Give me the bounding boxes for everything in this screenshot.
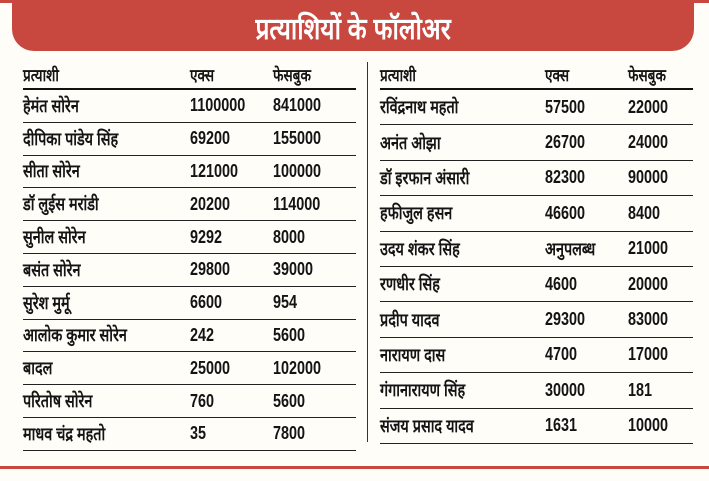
candidate-name: प्रदीप यादव (380, 309, 440, 330)
candidate-name: डॉ लुईस मरांडी (23, 194, 99, 215)
x-followers: 69200 (190, 128, 231, 149)
table-row: गंगानारायण सिंह 30000 181 (380, 373, 693, 409)
table-row: संजय प्रसाद यादव 1631 10000 (380, 409, 693, 444)
x-followers: अनुपलब्ध (545, 238, 596, 259)
column-divider (367, 62, 368, 442)
candidate-name: हेमंत सोरेन (23, 95, 79, 116)
x-followers: 1631 (545, 415, 578, 436)
facebook-followers: 114000 (273, 193, 321, 214)
facebook-followers: 954 (273, 292, 298, 313)
page-title: प्रत्याशियों के फॉलोअर (255, 12, 451, 46)
table-row: नारायण दास 4700 17000 (380, 338, 693, 374)
x-followers: 121000 (190, 160, 239, 181)
facebook-followers: 90000 (628, 167, 669, 188)
x-followers: 57500 (545, 96, 586, 117)
header-x: एक्स (190, 65, 215, 85)
x-followers: 82300 (545, 167, 586, 188)
candidate-name: सुनील सोरेन (23, 227, 86, 248)
header-candidate: प्रत्याशी (23, 65, 59, 85)
candidate-name: दीपिका पांडेय सिंह (23, 128, 119, 149)
candidate-name: गंगानारायण सिंह (380, 380, 466, 401)
x-followers: 46600 (545, 202, 586, 223)
x-followers: 35 (190, 423, 207, 444)
candidate-name: बादल (23, 358, 53, 379)
table-row: रविंद्रनाथ महतो 57500 22000 (380, 90, 693, 126)
facebook-followers: 7800 (273, 423, 306, 444)
facebook-followers: 155000 (273, 128, 322, 149)
facebook-followers: 39000 (273, 259, 314, 280)
facebook-followers: 8400 (628, 202, 661, 223)
facebook-followers: 17000 (628, 344, 669, 365)
facebook-followers: 8000 (273, 226, 306, 247)
facebook-followers: 841000 (273, 95, 322, 116)
table-row: सीता सोरेन 121000 100000 (23, 156, 356, 189)
candidate-name: उदय शंकर सिंह (380, 238, 460, 259)
table-row: हेमंत सोरेन 1100000 841000 (23, 90, 356, 123)
facebook-followers: 24000 (628, 132, 669, 153)
table-row: डॉ इरफान अंसारी 82300 90000 (380, 161, 693, 197)
facebook-followers: 83000 (628, 309, 669, 330)
table-header: प्रत्याशी एक्स फेसबुक (23, 60, 356, 90)
x-followers: 9292 (190, 226, 223, 247)
candidate-name: संजय प्रसाद यादव (380, 415, 474, 436)
table-header: प्रत्याशी एक्स फेसबुक (380, 60, 693, 90)
candidate-name: सुरेश मुर्मू (23, 292, 70, 313)
table-row: बसंत सोरेन 29800 39000 (23, 254, 356, 287)
x-followers: 30000 (545, 379, 586, 400)
facebook-followers: 5600 (273, 324, 306, 345)
table-row: माधव चंद्र महतो 35 7800 (23, 418, 356, 451)
bottom-rule (0, 466, 709, 469)
facebook-followers: 21000 (628, 238, 669, 259)
candidate-name: नारायण दास (380, 344, 446, 365)
x-followers: 29300 (545, 309, 586, 330)
facebook-followers: 181 (628, 379, 653, 400)
x-followers: 4600 (545, 273, 578, 294)
x-followers: 4700 (545, 344, 578, 365)
followers-table-left: प्रत्याशी एक्स फेसबुक हेमंत सोरेन 1100000… (23, 60, 356, 451)
x-followers: 6600 (190, 292, 223, 313)
candidate-name: डॉ इरफान अंसारी (380, 167, 470, 188)
facebook-followers: 5600 (273, 390, 306, 411)
header-facebook: फेसबुक (273, 65, 311, 85)
header-facebook: फेसबुक (628, 65, 666, 85)
table-row: प्रदीप यादव 29300 83000 (380, 302, 693, 338)
table-row: सुनील सोरेन 9292 8000 (23, 221, 356, 254)
header-candidate: प्रत्याशी (380, 65, 416, 85)
x-followers: 1100000 (190, 95, 246, 116)
candidate-name: रविंद्रनाथ महतो (380, 97, 459, 118)
table-row: डॉ लुईस मरांडी 20200 114000 (23, 188, 356, 222)
facebook-followers: 10000 (628, 415, 669, 436)
followers-table-right: प्रत्याशी एक्स फेसबुक रविंद्रनाथ महतो 575… (380, 60, 693, 444)
facebook-followers: 22000 (628, 96, 669, 117)
title-banner: प्रत्याशियों के फॉलोअर (12, 3, 694, 51)
table-row: उदय शंकर सिंह अनुपलब्ध 21000 (380, 232, 693, 267)
x-followers: 760 (190, 390, 215, 411)
table-row: आलोक कुमार सोरेन 242 5600 (23, 320, 356, 353)
header-x: एक्स (545, 65, 570, 85)
candidate-name: सीता सोरेन (23, 161, 80, 182)
x-followers: 29800 (190, 259, 231, 280)
table-row: अनंत ओझा 26700 24000 (380, 125, 693, 161)
candidate-name: हफीजुल हसन (380, 203, 453, 224)
x-followers: 26700 (545, 132, 586, 153)
table-row: बादल 25000 102000 (23, 352, 356, 386)
table-row: परितोष सोरेन 760 5600 (23, 385, 356, 418)
facebook-followers: 20000 (628, 273, 669, 294)
table-row: हफीजुल हसन 46600 8400 (380, 196, 693, 232)
candidate-name: अनंत ओझा (380, 132, 441, 153)
facebook-followers: 102000 (273, 357, 322, 378)
candidate-name: रणधीर सिंह (380, 274, 440, 295)
candidate-name: आलोक कुमार सोरेन (23, 325, 127, 346)
table-row: सुरेश मुर्मू 6600 954 (23, 287, 356, 320)
candidate-name: बसंत सोरेन (23, 259, 81, 280)
x-followers: 242 (190, 324, 215, 345)
facebook-followers: 100000 (273, 160, 322, 181)
candidate-name: परितोष सोरेन (23, 391, 93, 412)
candidate-name: माधव चंद्र महतो (23, 423, 106, 444)
table-row: रणधीर सिंह 4600 20000 (380, 267, 693, 303)
x-followers: 25000 (190, 357, 231, 378)
top-rule (0, 0, 709, 3)
x-followers: 20200 (190, 193, 231, 214)
table-row: दीपिका पांडेय सिंह 69200 155000 (23, 123, 356, 156)
